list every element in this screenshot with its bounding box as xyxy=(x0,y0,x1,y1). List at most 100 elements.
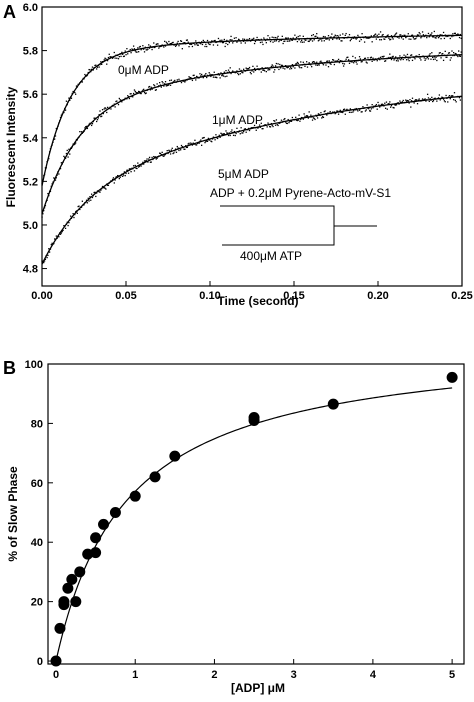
data-point xyxy=(295,38,297,41)
data-point xyxy=(292,37,294,39)
data-point xyxy=(164,45,167,47)
data-point xyxy=(449,98,451,100)
data-point xyxy=(215,76,217,78)
data-point xyxy=(269,126,272,128)
data-point xyxy=(360,38,362,41)
data-point xyxy=(206,76,208,79)
data-point xyxy=(168,40,170,43)
data-point xyxy=(90,193,93,195)
data-point xyxy=(269,37,271,39)
data-point xyxy=(169,43,172,45)
data-point xyxy=(415,37,417,40)
data-point xyxy=(124,50,126,52)
data-point xyxy=(105,188,107,190)
data-point xyxy=(149,471,161,483)
data-point xyxy=(384,102,386,104)
data-point xyxy=(251,38,253,41)
data-point xyxy=(435,37,437,39)
data-point xyxy=(370,108,372,110)
data-point xyxy=(96,120,98,123)
data-point xyxy=(275,62,278,65)
data-point xyxy=(217,37,220,40)
data-point xyxy=(58,236,60,238)
data-point xyxy=(226,75,228,77)
data-point xyxy=(145,159,147,162)
data-point xyxy=(90,547,102,559)
data-point xyxy=(126,48,128,50)
data-point xyxy=(369,37,371,39)
data-point xyxy=(321,117,323,119)
data-point xyxy=(51,242,53,244)
data-point xyxy=(185,79,187,82)
data-point xyxy=(330,36,332,38)
data-point xyxy=(116,57,118,59)
data-point xyxy=(277,124,279,127)
data-point xyxy=(453,52,455,54)
data-point xyxy=(271,64,273,66)
data-point xyxy=(444,50,446,52)
data-point xyxy=(295,63,298,65)
data-point xyxy=(421,31,424,33)
data-point xyxy=(337,110,339,112)
data-point xyxy=(67,156,69,158)
data-point xyxy=(53,177,55,179)
data-point xyxy=(159,45,161,48)
data-point xyxy=(237,72,239,75)
data-point xyxy=(246,38,248,41)
data-point xyxy=(151,88,153,90)
data-point xyxy=(248,129,251,132)
data-point xyxy=(382,33,384,36)
data-point xyxy=(340,111,342,113)
data-point xyxy=(180,40,183,42)
data-point xyxy=(61,230,63,233)
data-point xyxy=(54,238,56,240)
data-point xyxy=(266,126,268,128)
panel-b-y-tick-label: 60 xyxy=(31,478,43,490)
data-point xyxy=(261,41,263,43)
data-point xyxy=(316,64,319,66)
data-point xyxy=(405,55,407,57)
data-point xyxy=(322,64,325,66)
data-point xyxy=(145,49,147,51)
data-point xyxy=(194,44,196,46)
data-point xyxy=(345,58,347,60)
data-point xyxy=(76,212,78,214)
data-point xyxy=(269,40,272,43)
data-point xyxy=(212,44,215,46)
data-point xyxy=(153,46,156,49)
data-point xyxy=(396,36,399,38)
data-point xyxy=(73,216,75,219)
data-point xyxy=(411,34,414,36)
data-point xyxy=(238,39,241,41)
data-point xyxy=(176,79,178,81)
data-point xyxy=(171,42,173,44)
data-point xyxy=(206,140,208,142)
data-point xyxy=(269,126,271,128)
data-point xyxy=(186,39,189,41)
data-point xyxy=(157,43,159,45)
data-point xyxy=(314,62,316,64)
data-point xyxy=(260,71,262,73)
data-point xyxy=(216,44,219,46)
data-point xyxy=(291,64,294,66)
data-point xyxy=(291,39,294,41)
data-point xyxy=(126,169,128,171)
data-point xyxy=(79,131,81,133)
data-point xyxy=(441,34,443,36)
data-point xyxy=(251,70,253,72)
data-point xyxy=(202,77,204,79)
data-point xyxy=(144,92,147,95)
data-point xyxy=(153,84,155,86)
data-point xyxy=(263,37,265,39)
data-point xyxy=(117,103,120,106)
data-point xyxy=(148,47,151,49)
data-point xyxy=(265,70,267,73)
data-point xyxy=(383,55,385,57)
data-point xyxy=(213,40,215,42)
data-point xyxy=(458,97,461,99)
data-point xyxy=(405,36,407,39)
data-point xyxy=(316,61,318,63)
data-point xyxy=(279,67,282,69)
data-point xyxy=(58,596,70,608)
data-point xyxy=(121,101,123,103)
